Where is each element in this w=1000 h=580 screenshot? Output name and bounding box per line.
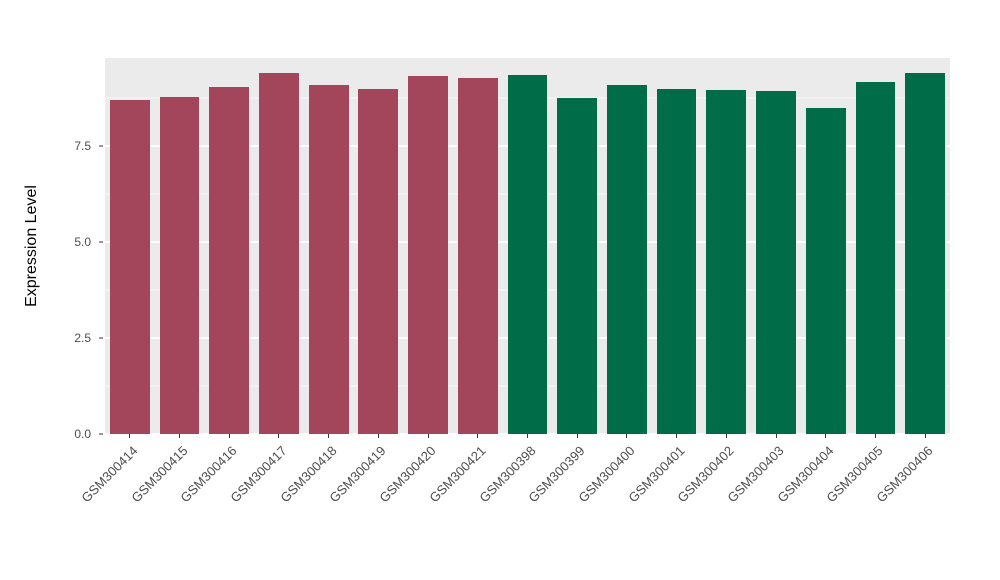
x-tick-mark xyxy=(725,434,727,438)
bar-GSM300403 xyxy=(756,90,796,434)
bars-container xyxy=(105,58,950,434)
y-tick-mark xyxy=(99,337,103,339)
bar-GSM300406 xyxy=(905,73,945,434)
bar-GSM300418 xyxy=(308,84,349,434)
bar-slot xyxy=(403,58,453,434)
bar-GSM300417 xyxy=(259,73,299,434)
x-tick-mark xyxy=(527,434,528,438)
bar-slot xyxy=(851,58,901,434)
bar-GSM300405 xyxy=(855,81,896,434)
bar-GSM300416 xyxy=(209,86,250,434)
bar-GSM300404 xyxy=(805,107,846,434)
x-tick-mark xyxy=(427,434,429,438)
y-tick-mark xyxy=(99,241,103,243)
bar-slot xyxy=(155,58,205,434)
x-tick-mark xyxy=(129,434,131,438)
x-tick-mark xyxy=(626,434,628,438)
bar-slot xyxy=(801,58,851,434)
x-axis-tick-labels: GSM300414 GSM300415 GSM300416 GSM300417 GSM3… xyxy=(78,434,950,574)
bar-slot xyxy=(552,58,602,434)
y-axis-tick-labels: 0.0 2.5 5.0 7.5 xyxy=(0,58,103,441)
bar-GSM300421 xyxy=(457,77,498,434)
bar-slot xyxy=(204,58,254,434)
y-tick-mark xyxy=(99,433,103,435)
x-tick-mark xyxy=(676,434,678,438)
x-tick-mark xyxy=(377,434,379,438)
bar-GSM300415 xyxy=(159,97,200,434)
y-tick-label: 2.5 xyxy=(74,331,91,346)
bar-slot xyxy=(900,58,950,434)
bar-GSM300398 xyxy=(507,75,548,434)
bar-GSM300414 xyxy=(109,100,150,434)
bar-slot xyxy=(304,58,354,434)
plot-panel xyxy=(105,58,950,434)
x-tick-mark xyxy=(576,434,578,438)
bar-slot xyxy=(254,58,304,434)
bar-GSM300401 xyxy=(656,88,697,434)
bar-slot xyxy=(105,58,155,434)
x-tick-mark xyxy=(775,434,777,438)
bar-slot xyxy=(751,58,801,434)
bar-slot xyxy=(701,58,751,434)
y-tick-label: 5.0 xyxy=(74,235,91,250)
y-tick-label: 7.5 xyxy=(74,139,91,154)
x-tick-mark xyxy=(179,434,181,438)
bar-slot xyxy=(652,58,702,434)
y-tick-mark xyxy=(99,145,103,147)
x-tick-mark xyxy=(874,434,876,438)
bar-slot xyxy=(602,58,652,434)
x-tick-mark xyxy=(825,434,827,438)
bar-GSM300399 xyxy=(557,97,598,434)
x-tick-mark xyxy=(228,434,230,438)
bar-slot xyxy=(503,58,553,434)
x-tick-mark xyxy=(328,434,330,438)
bar-slot xyxy=(453,58,503,434)
bar-GSM300400 xyxy=(607,84,647,434)
bar-GSM300402 xyxy=(706,89,747,434)
bar-GSM300420 xyxy=(408,76,448,434)
x-tick-mark xyxy=(924,434,926,438)
y-tick-label: 0.0 xyxy=(74,427,91,441)
bar-slot xyxy=(354,58,404,434)
bar-GSM300419 xyxy=(358,88,399,434)
x-tick-mark xyxy=(278,434,280,438)
x-tick-mark xyxy=(477,434,479,438)
